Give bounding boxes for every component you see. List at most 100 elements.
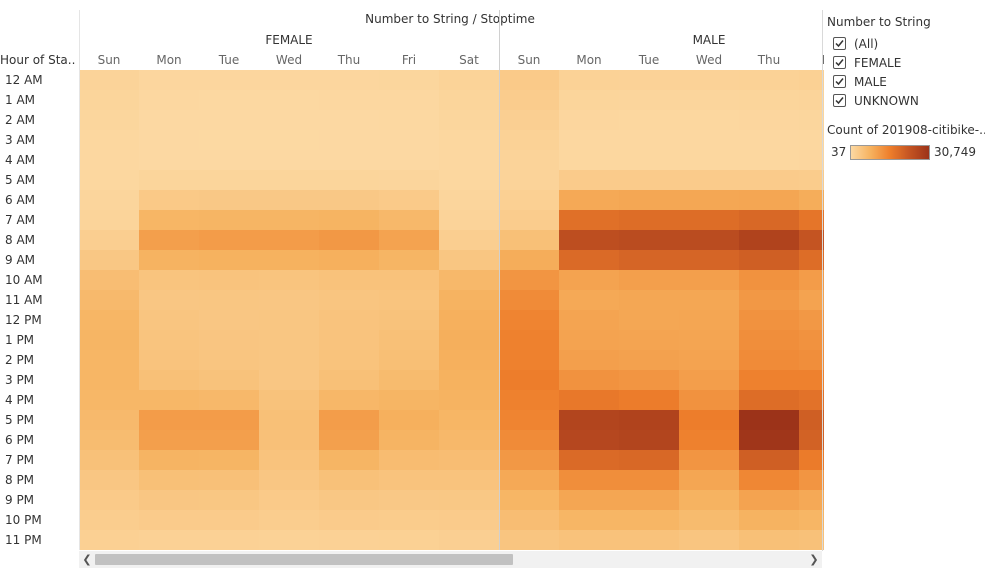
heatmap-cell[interactable] [619,150,679,170]
heatmap-cell[interactable] [259,110,319,130]
heatmap-cell[interactable] [679,270,739,290]
heatmap-cell[interactable] [679,490,739,510]
heatmap-cell[interactable] [799,330,824,350]
heatmap-cell[interactable] [199,250,259,270]
heatmap-cell[interactable] [499,310,559,330]
heatmap-cell[interactable] [379,390,439,410]
heatmap-cell[interactable] [379,290,439,310]
heatmap-cell[interactable] [79,470,139,490]
heatmap-cell[interactable] [499,410,559,430]
filter-label-unknown[interactable]: UNKNOWN [854,94,919,108]
heatmap-cell[interactable] [439,490,499,510]
heatmap-cell[interactable] [439,90,499,110]
scroll-right-icon[interactable]: ❯ [809,553,819,566]
heatmap-cell[interactable] [439,330,499,350]
scroll-left-icon[interactable]: ❮ [82,553,92,566]
heatmap-cell[interactable] [439,270,499,290]
heatmap-cell[interactable] [679,70,739,90]
heatmap-cell[interactable] [259,350,319,370]
heatmap-cell[interactable] [439,190,499,210]
heatmap-cell[interactable] [499,190,559,210]
heatmap-cell[interactable] [739,350,799,370]
heatmap-cell[interactable] [199,290,259,310]
heatmap-cell[interactable] [379,210,439,230]
heatmap-cell[interactable] [259,470,319,490]
heatmap-cell[interactable] [559,510,619,530]
heatmap-cell[interactable] [679,410,739,430]
heatmap-cell[interactable] [739,290,799,310]
heatmap-cell[interactable] [439,350,499,370]
heatmap-cell[interactable] [319,350,379,370]
heatmap-cell[interactable] [619,190,679,210]
heatmap-cell[interactable] [319,370,379,390]
heatmap-cell[interactable] [739,250,799,270]
heatmap-cell[interactable] [319,210,379,230]
filter-label-female[interactable]: FEMALE [854,56,902,70]
heatmap-cell[interactable] [559,90,619,110]
heatmap-cell[interactable] [199,130,259,150]
heatmap-cell[interactable] [79,150,139,170]
heatmap-cell[interactable] [139,470,199,490]
heatmap-cell[interactable] [199,70,259,90]
heatmap-cell[interactable] [799,310,824,330]
heatmap-cell[interactable] [559,290,619,310]
heatmap-cell[interactable] [499,130,559,150]
heatmap-cell[interactable] [679,510,739,530]
heatmap-cell[interactable] [679,170,739,190]
heatmap-cell[interactable] [379,410,439,430]
heatmap-cell[interactable] [679,250,739,270]
heatmap-cell[interactable] [439,430,499,450]
heatmap-cell[interactable] [139,290,199,310]
horizontal-scrollbar[interactable]: ❮ ❯ [79,551,822,568]
heatmap-cell[interactable] [259,310,319,330]
heatmap-cell[interactable] [439,370,499,390]
heatmap-cell[interactable] [79,390,139,410]
heatmap-cell[interactable] [799,430,824,450]
heatmap-cell[interactable] [739,70,799,90]
heatmap-cell[interactable] [559,350,619,370]
heatmap-cell[interactable] [739,190,799,210]
heatmap-cell[interactable] [199,470,259,490]
heatmap-cell[interactable] [379,530,439,550]
heatmap-cell[interactable] [559,170,619,190]
heatmap-cell[interactable] [139,250,199,270]
heatmap-cell[interactable] [559,530,619,550]
heatmap-cell[interactable] [619,490,679,510]
heatmap-cell[interactable] [79,190,139,210]
heatmap-cell[interactable] [499,350,559,370]
heatmap-cell[interactable] [319,470,379,490]
heatmap-cell[interactable] [259,90,319,110]
heatmap-cell[interactable] [619,330,679,350]
heatmap-cell[interactable] [739,470,799,490]
heatmap-cell[interactable] [679,230,739,250]
heatmap-cell[interactable] [799,470,824,490]
heatmap-cell[interactable] [799,450,824,470]
heatmap-cell[interactable] [259,250,319,270]
heatmap-cell[interactable] [619,70,679,90]
heatmap-cell[interactable] [739,90,799,110]
heatmap-cell[interactable] [439,410,499,430]
heatmap-cell[interactable] [559,410,619,430]
heatmap-cell[interactable] [439,530,499,550]
heatmap-cell[interactable] [379,70,439,90]
heatmap-cell[interactable] [199,450,259,470]
heatmap-cell[interactable] [139,450,199,470]
heatmap-cell[interactable] [379,190,439,210]
heatmap-cell[interactable] [559,270,619,290]
heatmap-cell[interactable] [259,270,319,290]
heatmap-cell[interactable] [559,470,619,490]
heatmap-cell[interactable] [439,290,499,310]
heatmap-cell[interactable] [199,150,259,170]
heatmap-cell[interactable] [259,70,319,90]
heatmap-cell[interactable] [319,490,379,510]
heatmap-cell[interactable] [679,390,739,410]
heatmap-cell[interactable] [439,250,499,270]
heatmap-cell[interactable] [799,210,824,230]
heatmap-cell[interactable] [379,450,439,470]
heatmap-cell[interactable] [79,350,139,370]
heatmap-cell[interactable] [739,530,799,550]
scrollbar-thumb[interactable] [95,554,513,565]
heatmap-cell[interactable] [79,290,139,310]
heatmap-cell[interactable] [199,90,259,110]
heatmap-cell[interactable] [559,370,619,390]
